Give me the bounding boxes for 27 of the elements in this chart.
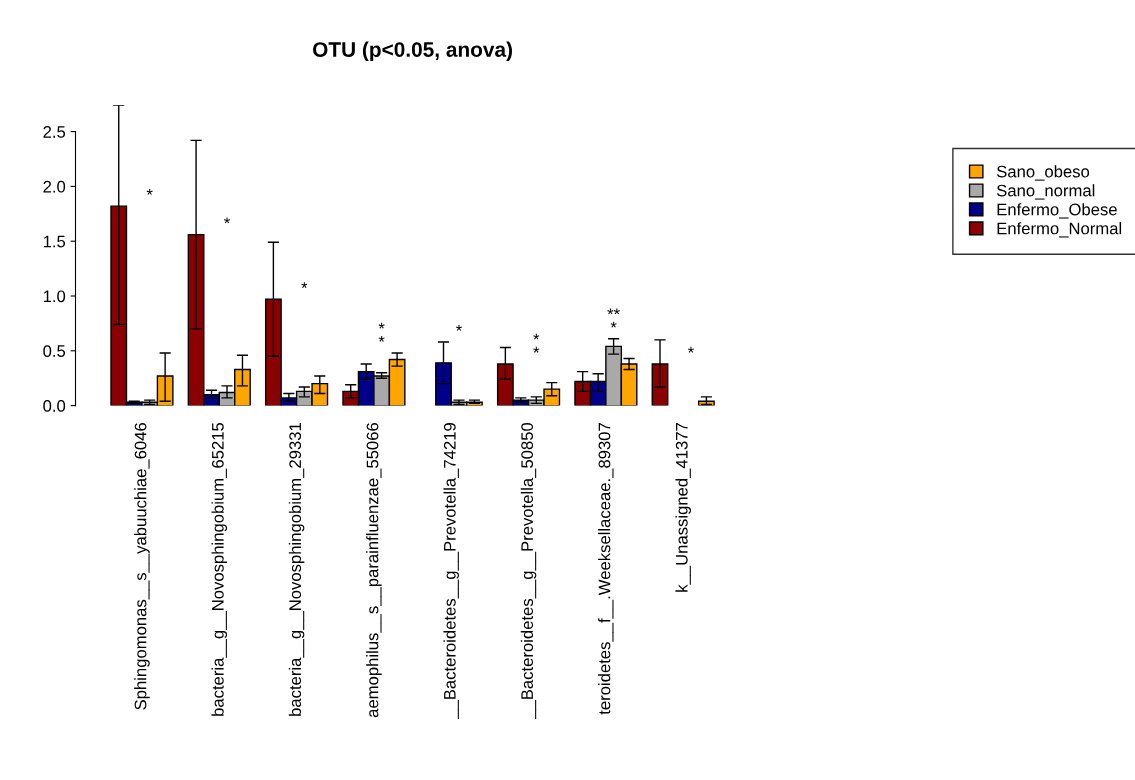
x-tick-label: bacteria__g__Novosphingobium_29331 [288, 423, 305, 716]
y-tick-label: 1.0 [43, 290, 66, 303]
x-tick-label: teroidetes__f__.Weeksellaceae._89307 [598, 423, 614, 715]
annotation: * [146, 189, 153, 195]
annotation: * [224, 217, 230, 224]
annotation: ** * [607, 308, 620, 328]
annotation: * [301, 282, 308, 289]
legend-label: Enfermo_Obese [997, 203, 1117, 219]
legend-label: Enfermo_Normal [997, 222, 1122, 238]
x-tick-label: bacteria__g__Novosphingobium_65215 [211, 422, 228, 716]
x-tick-label: __Bacteroidetes__g__Prevotella_50850 [520, 422, 537, 720]
y-tick-label: 2.5 [43, 126, 66, 138]
x-tick-label: k__Unassigned_41377 [675, 423, 691, 592]
y-tick-label: 0.5 [43, 345, 66, 357]
legend-label: Sano_normal [996, 184, 1095, 200]
annotation: * * [378, 322, 385, 342]
y-tick-label: 2.0 [43, 180, 66, 193]
legend-label: Sano_obeso [996, 165, 1090, 181]
annotation: * [455, 324, 462, 331]
x-tick-label: __Bacteroidetes__g__Prevotella_74219 [443, 423, 459, 720]
chart-title: OTU (p<0.05, anova) [313, 41, 512, 62]
x-tick-label: aemophilus__s__parainfluenzae_55066 [366, 422, 382, 718]
x-tick-label: Sphingomonas__s__yabuuchiae_6046 [134, 422, 150, 710]
annotation: * * [533, 333, 540, 353]
y-tick-label: 1.5 [43, 235, 66, 248]
y-tick-label: 0.0 [43, 400, 66, 412]
annotation: * [687, 346, 694, 353]
